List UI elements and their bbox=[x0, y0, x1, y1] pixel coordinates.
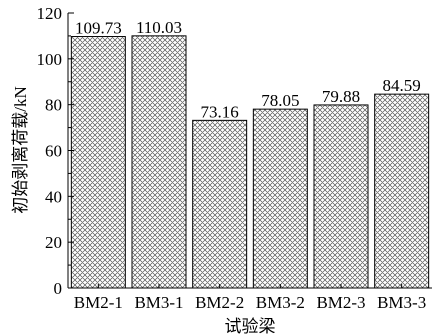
y-tick-label: 120 bbox=[37, 4, 63, 23]
x-tick-label: BM2-1 bbox=[74, 293, 123, 312]
bar-bm2-2 bbox=[192, 119, 248, 289]
bar-value-label: 73.16 bbox=[201, 102, 239, 121]
x-tick-label: BM2-3 bbox=[316, 293, 365, 312]
bar-bm3-2 bbox=[252, 108, 308, 289]
bar-value-label: 84.59 bbox=[383, 76, 421, 95]
y-tick-label: 20 bbox=[45, 233, 62, 252]
bar-value-label: 78.05 bbox=[261, 91, 299, 110]
y-tick-label: 0 bbox=[54, 279, 63, 298]
bar-value-label: 109.73 bbox=[75, 19, 122, 38]
y-tick-label: 100 bbox=[37, 50, 63, 69]
bar-bm2-1 bbox=[70, 36, 126, 289]
x-axis-title: 试验梁 bbox=[225, 317, 276, 336]
x-tick-label: BM3-1 bbox=[134, 293, 183, 312]
bar-bm3-3 bbox=[374, 93, 430, 289]
y-tick-label: 60 bbox=[45, 142, 62, 161]
y-tick-label: 80 bbox=[45, 96, 62, 115]
bar-value-label: 79.88 bbox=[322, 87, 360, 106]
x-tick-label: BM2-2 bbox=[195, 293, 244, 312]
x-tick-label: BM3-3 bbox=[377, 293, 426, 312]
axes: 0 20 40 60 80 100 120 BM2-1 BM3-1 BM2-2 BM3-2 BM2-3… bbox=[37, 4, 432, 312]
bars-layer: 109.73 110.03 73.16 78.05 79.88 84.59 bbox=[70, 18, 430, 289]
y-tick-label: 40 bbox=[45, 187, 62, 206]
bar-value-label: 110.03 bbox=[136, 18, 182, 37]
bar-bm2-3 bbox=[313, 104, 369, 289]
y-axis-title: 初始剥离荷载/kN bbox=[11, 86, 30, 214]
x-tick-label: BM3-2 bbox=[256, 293, 305, 312]
bar-bm3-1 bbox=[131, 35, 187, 289]
